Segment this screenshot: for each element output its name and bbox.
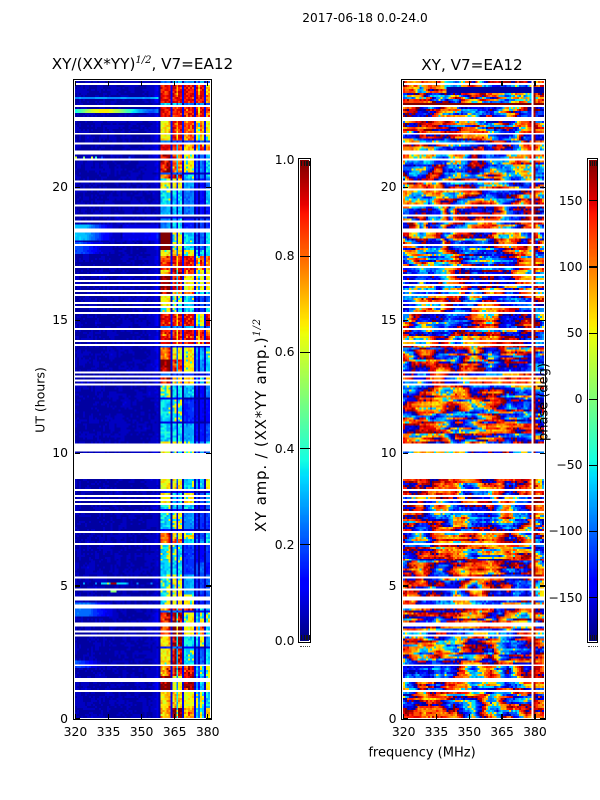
amp-colorbar-end-mark: [299, 646, 310, 647]
amp-colorbar-label-main: XY amp. / (XX*YY amp.): [251, 336, 270, 532]
phase-colorbar-tick: [589, 530, 597, 533]
phase-colorbar-top-dash: [596, 161, 598, 166]
amp-colorbar-top-dash: [309, 161, 311, 166]
amp-x-tick-label: 380: [195, 724, 220, 739]
phase-colorbar-bottom-dash: [592, 635, 594, 640]
phase-heatmap-canvas: [402, 80, 544, 719]
amp-y-tick-label: 20: [52, 179, 68, 195]
amp-y-axis-label: UT (hours): [32, 366, 48, 433]
figure-title: 2017-06-18 0.0-24.0: [302, 11, 428, 25]
phase-colorbar-tick-label: −150: [548, 589, 583, 605]
amp-colorbar-tick: [300, 544, 310, 546]
phase-y-tick-label: 10: [380, 445, 397, 461]
phase-colorbar-tick-label: 50: [566, 325, 583, 341]
phase-colorbar-tick: [589, 266, 597, 268]
phase-y-tick-label: 5: [388, 578, 397, 594]
phase-x-tick-label: 380: [523, 724, 547, 739]
amp-colorbar-tick: [300, 255, 310, 257]
amp-colorbar-top-dash: [303, 161, 305, 166]
phase-colorbar-top-dash: [592, 161, 594, 166]
amp-colorbar-bottom-dash: [309, 635, 311, 640]
amp-title-sup: 1/2: [135, 54, 152, 66]
amp-colorbar-tick-label: 1.0: [274, 152, 295, 167]
phase-title-main: XY, V7=EA12: [421, 55, 523, 74]
amp-y-tick-label: 0: [60, 711, 68, 726]
amp-y-tick-right: [206, 718, 211, 720]
phase-x-tick-label: 320: [391, 724, 416, 739]
amp-colorbar-bottom-dash: [303, 635, 305, 640]
phase-x-tick-label: 335: [424, 724, 449, 739]
phase-x-tick-label: 365: [490, 724, 514, 739]
phase-colorbar: [587, 158, 599, 643]
phase-colorbar-tick-label: −50: [556, 457, 583, 473]
amp-x-tick-label: 350: [129, 724, 154, 739]
amp-colorbar-tick-label: 0.0: [274, 633, 295, 648]
amp-colorbar-tick: [300, 448, 310, 450]
phase-y-tick-right: [540, 718, 545, 720]
x-axis-label: frequency (MHz): [368, 745, 476, 761]
phase-colorbar-canvas: [589, 159, 597, 641]
amp-colorbar-bottom-dash: [301, 635, 303, 640]
amp-colorbar-top-dash: [306, 161, 308, 166]
amp-colorbar-tick-label: 0.2: [274, 536, 295, 552]
phase-colorbar-top-dash: [594, 161, 596, 166]
phase-colorbar-tick-label: 100: [558, 258, 583, 274]
phase-colorbar-top-dash: [590, 161, 592, 166]
phase-colorbar-tick-label: 0: [574, 391, 583, 407]
phase-colorbar-label-main: phase (deg): [536, 362, 551, 441]
phase-plot-title: XY, V7=EA12: [421, 56, 522, 74]
amp-colorbar-label: XY amp. / (XX*YY amp.)1/2: [252, 318, 270, 532]
amp-x-tick-label: 320: [63, 724, 88, 739]
amp-y-tick-label: 10: [52, 445, 68, 461]
amp-heatmap-canvas: [74, 80, 210, 719]
phase-y-tick-label: 0: [388, 711, 397, 726]
phase-colorbar-tick-label: 150: [558, 192, 583, 208]
amp-plot-title: XY/(XX*YY)1/2, V7=EA12: [52, 55, 233, 73]
amp-colorbar: [298, 158, 312, 643]
phase-colorbar-tick-label: −100: [548, 523, 583, 539]
phase-x-tick-label: 350: [457, 724, 482, 739]
phase-colorbar-tick: [589, 464, 597, 466]
amp-colorbar-tick-label: 0.8: [274, 248, 295, 264]
amp-heatmap: [72, 79, 212, 721]
phase-colorbar-tick: [589, 398, 597, 400]
phase-colorbar-bottom-dash: [590, 635, 592, 640]
amp-x-tick-label: 365: [162, 724, 187, 739]
phase-colorbar-tick: [589, 200, 597, 202]
phase-colorbar-bottom-dash: [596, 635, 598, 640]
phase-y-tick-label: 15: [380, 312, 397, 328]
amp-colorbar-tick: [300, 351, 310, 353]
amp-colorbar-tick-label: 0.6: [274, 344, 295, 360]
phase-colorbar-end-mark: [587, 645, 598, 647]
amp-colorbar-canvas: [299, 159, 310, 641]
phase-colorbar-label: phase (deg): [536, 362, 551, 440]
phase-y-tick-label: 20: [380, 179, 397, 195]
phase-colorbar-tick: [589, 597, 597, 599]
amp-colorbar-label-sup: 1/2: [251, 318, 263, 337]
phase-colorbar-bottom-dash: [594, 635, 596, 640]
amp-y-tick-label: 5: [60, 578, 68, 594]
amp-colorbar-bottom-dash: [306, 635, 308, 640]
amp-y-tick: [75, 718, 80, 720]
amp-colorbar-top-dash: [301, 161, 303, 166]
amp-x-tick-label: 335: [96, 724, 121, 739]
amp-title-main: XY/(XX*YY): [51, 55, 136, 74]
phase-colorbar-tick: [589, 332, 597, 334]
phase-y-tick: [403, 718, 408, 720]
amp-colorbar-tick-label: 0.4: [274, 440, 295, 456]
phase-heatmap: [400, 79, 546, 721]
amp-title-rest: , V7=EA12: [151, 55, 234, 74]
amp-y-tick-label: 15: [52, 312, 68, 328]
